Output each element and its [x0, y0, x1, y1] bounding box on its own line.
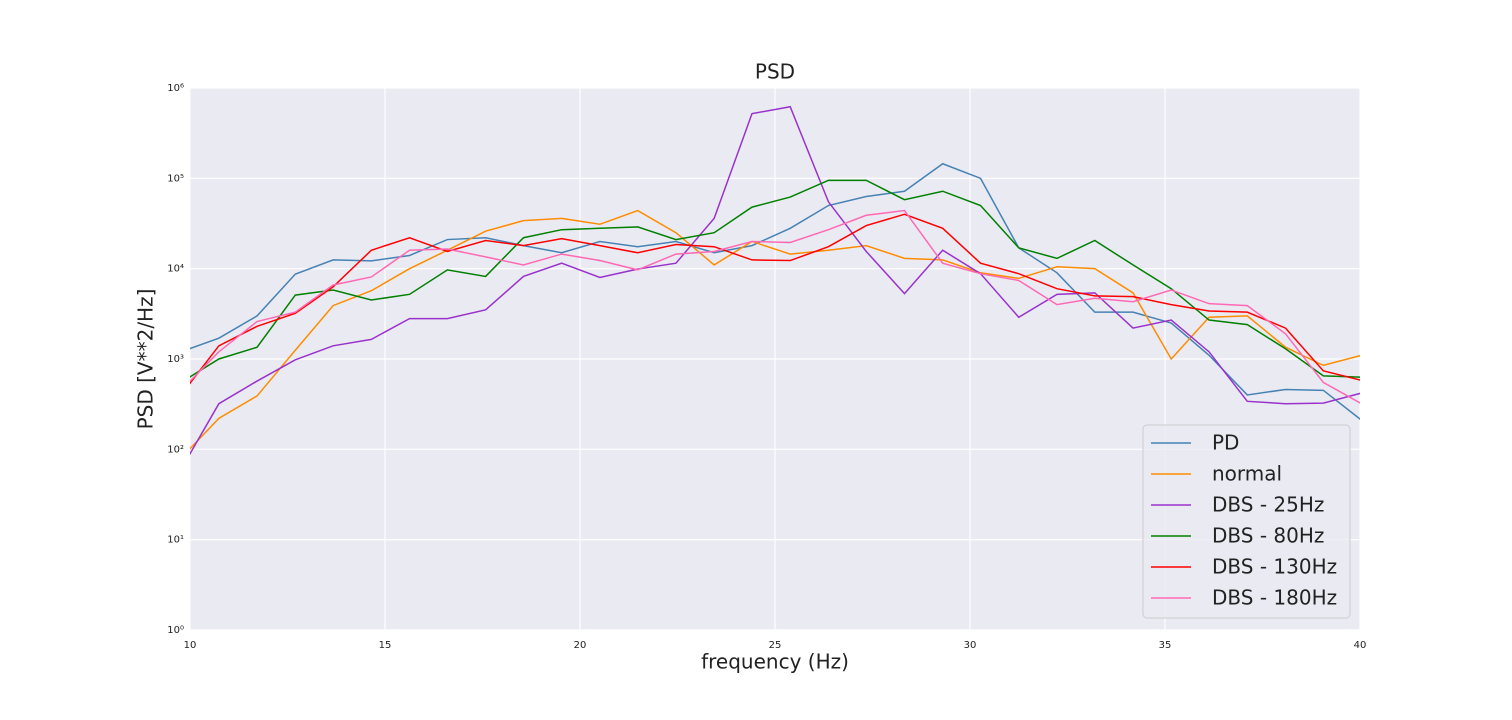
legend-label: DBS - 25Hz: [1212, 493, 1324, 517]
legend-label: PD: [1212, 431, 1239, 455]
x-axis-label: frequency (Hz): [701, 650, 849, 674]
y-axis-label: PSD [V**2/Hz]: [134, 289, 158, 430]
x-tick-label: 20: [574, 640, 587, 651]
y-tick-label: 10⁴: [167, 264, 184, 275]
x-tick-label: 40: [1354, 640, 1367, 651]
series-line: [190, 105, 1360, 456]
series-line: [190, 179, 1360, 378]
legend-label: DBS - 130Hz: [1212, 555, 1337, 579]
legend-label: normal: [1212, 462, 1282, 486]
y-tick-label: 10⁶: [167, 83, 184, 94]
y-tick-label: 10³: [167, 354, 184, 365]
y-tick-label: 10⁵: [167, 173, 184, 184]
y-tick-label: 10⁰: [167, 625, 184, 636]
x-tick-label: 15: [379, 640, 392, 651]
x-tick-label: 30: [964, 640, 977, 651]
y-tick-label: 10¹: [167, 535, 184, 546]
x-tick-label: 10: [184, 640, 197, 651]
chart-title: PSD: [755, 60, 795, 84]
legend-box: [1142, 424, 1351, 619]
plot-lines: [190, 105, 1360, 456]
series-line: [190, 209, 1360, 404]
x-tick-label: 25: [769, 640, 782, 651]
series-line: [190, 213, 1360, 385]
legend-label: DBS - 180Hz: [1212, 586, 1337, 610]
y-tick-label: 10²: [167, 444, 184, 455]
legend-label: DBS - 80Hz: [1212, 524, 1324, 548]
series-line: [190, 209, 1360, 450]
x-tick-label: 35: [1159, 640, 1172, 651]
